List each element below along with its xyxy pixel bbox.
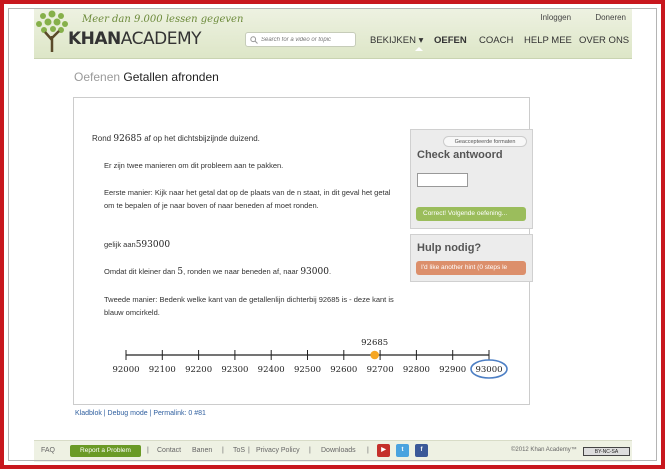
khan-academy-logo[interactable]: Meer dan 9.000 lessen gegeven KHANACADEM… <box>34 10 243 54</box>
answer-input[interactable] <box>417 173 468 187</box>
problem-suffix: af op het dichtsbijzijnde duizend. <box>144 134 260 143</box>
faq-link[interactable]: FAQ <box>41 447 56 454</box>
twitter-icon[interactable]: t <box>396 444 409 457</box>
footer-link-banen[interactable]: Banen <box>192 447 213 454</box>
help-heading: Hulp nodig? <box>417 242 482 254</box>
number-line-tick-label: 92800 <box>403 365 430 375</box>
accepted-formats-button[interactable]: Geaccepteerde formaten <box>443 136 527 147</box>
number-line: 92000 92100 92200 92300 92400 92500 92600 92700… <box>112 338 508 379</box>
number-line-point-label: 92685 <box>361 338 388 348</box>
report-problem-button[interactable]: Report a Problem <box>70 445 141 457</box>
active-nav-pointer <box>415 47 423 51</box>
search-icon <box>250 36 258 44</box>
tree-logo-icon <box>36 10 68 52</box>
copyright: ©2012 Khan Academy™ <box>511 447 577 453</box>
number-line-tick-label: 92000 <box>112 365 139 375</box>
footer-link-contact[interactable]: Contact <box>157 447 182 454</box>
hint-less-value: 93000 <box>300 267 329 277</box>
footer-link-downloads[interactable]: Downloads <box>321 447 356 454</box>
rounding-target-circle <box>470 359 508 379</box>
account-links: Inloggen Doneren <box>518 13 626 22</box>
hint-button[interactable]: I'd like another hint (0 steps le <box>416 261 526 275</box>
cc-license-badge[interactable]: BY-NC-SA <box>583 447 630 456</box>
page-title: Oefenen Getallen afronden <box>74 70 219 84</box>
nav-coach[interactable]: COACH <box>479 35 514 46</box>
footer-sep: | <box>222 447 224 454</box>
number-line-tick-label: 93000 <box>475 365 502 375</box>
number-line-tick-label: 92400 <box>258 365 285 375</box>
nav-bekijken[interactable]: BEKIJKEN ▾ <box>370 35 424 46</box>
hint-less-num: 5 <box>177 267 184 277</box>
check-answer-heading: Check antwoord <box>417 149 503 161</box>
nav-over-ons[interactable]: OVER ONS <box>579 35 630 46</box>
breadcrumb-section[interactable]: Oefenen <box>74 70 121 84</box>
search-box[interactable] <box>245 32 356 47</box>
number-line-tick-label: 92300 <box>221 365 248 375</box>
problem-number: 92685 <box>113 134 142 144</box>
hint-less-prefix: Omdat dit kleiner dan <box>104 267 176 276</box>
problem-prefix: Rond <box>92 134 112 143</box>
number-line-tick-label: 92900 <box>439 365 466 375</box>
problem-statement: Rond 92685 af op het dichtsbijzijnde dui… <box>92 134 260 144</box>
hint-intro: Er zijn twee manieren om dit probleem aa… <box>104 161 284 170</box>
facebook-icon[interactable]: f <box>415 444 428 457</box>
hint-less-mid: , ronden we naar beneden af, naar <box>183 267 299 276</box>
footer-sep: | <box>309 447 311 454</box>
number-line-tick-label: 92200 <box>185 365 212 375</box>
hint-equal-value: 593000 <box>135 240 171 250</box>
hint-equal: gelijk aan593000 <box>104 238 394 252</box>
footer-link-privacy[interactable]: Privacy Policy <box>256 447 300 454</box>
logo-academy: ACADEMY <box>120 29 202 49</box>
logo-wordmark: KHANACADEMY <box>68 29 202 49</box>
number-line-tick-label: 92600 <box>330 365 357 375</box>
tagline: Meer dan 9.000 lessen gegeven <box>82 14 244 25</box>
nav-help-mee[interactable]: HELP MEE <box>524 35 572 46</box>
youtube-icon[interactable]: ▶ <box>377 444 390 457</box>
number-line-tick-label: 92100 <box>149 365 176 375</box>
donate-link[interactable]: Doneren <box>595 13 626 22</box>
footer-sep: | <box>147 447 149 454</box>
footer-sep: | <box>367 447 369 454</box>
next-exercise-button[interactable]: Correct! Volgende oefening... <box>416 207 526 221</box>
hint-first-method: Eerste manier: Kijk naar het getal dat o… <box>104 188 391 210</box>
footer-link-tos[interactable]: ToS <box>233 447 246 454</box>
nav-oefen[interactable]: OEFEN <box>434 35 467 46</box>
hint-second-method: Tweede manier: Bedenk welke kant van de … <box>104 295 394 317</box>
debug-links[interactable]: Kladblok | Debug mode | Permalink: 0 #81 <box>75 410 206 417</box>
search-input[interactable] <box>261 34 353 45</box>
hint-equal-label: gelijk aan <box>104 240 136 249</box>
site-footer: FAQ | Contact Banen | ToS | Privacy Poli… <box>34 440 632 462</box>
hint-less: Omdat dit kleiner dan 5, ronden we naar … <box>104 267 332 277</box>
number-line-tick-label: 92700 <box>367 365 394 375</box>
exercise-title: Getallen afronden <box>123 70 219 84</box>
site-header: Meer dan 9.000 lessen gegeven KHANACADEM… <box>34 8 632 59</box>
number-line-point <box>370 350 379 360</box>
footer-sep: | <box>248 447 250 454</box>
login-link[interactable]: Inloggen <box>540 13 572 22</box>
logo-khan: KHAN <box>68 29 121 49</box>
number-line-tick-label: 92500 <box>294 365 321 375</box>
